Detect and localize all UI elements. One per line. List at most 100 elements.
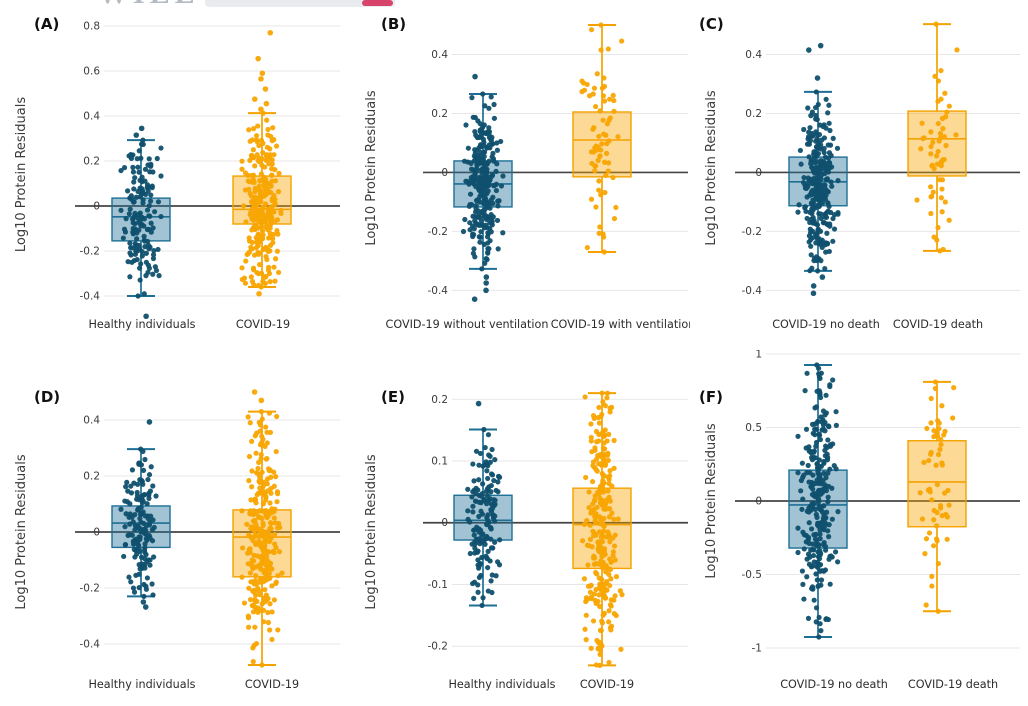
- data-point: [587, 589, 594, 595]
- data-point: [262, 201, 269, 207]
- data-point: [599, 618, 605, 624]
- data-point: [596, 491, 602, 497]
- data-point: [929, 583, 935, 589]
- data-point: [486, 105, 492, 111]
- data-point: [605, 168, 611, 174]
- data-point: [491, 115, 498, 121]
- data-point: [489, 589, 495, 596]
- data-point: [942, 199, 948, 205]
- data-point: [142, 565, 148, 571]
- data-point: [264, 534, 270, 541]
- data-point: [811, 149, 817, 155]
- data-point: [153, 267, 160, 274]
- data-point: [813, 605, 820, 611]
- data-point: [266, 270, 273, 277]
- data-point: [264, 429, 270, 435]
- data-point: [943, 142, 949, 149]
- data-point: [486, 125, 492, 131]
- data-point: [264, 476, 271, 482]
- data-point: [470, 503, 476, 509]
- data-point: [596, 420, 603, 426]
- data-point: [260, 278, 266, 285]
- data-point: [825, 494, 831, 500]
- data-point: [131, 179, 137, 185]
- data-point: [467, 220, 473, 226]
- category-label: COVID-19 with ventilation: [551, 318, 690, 331]
- data-point: [818, 215, 824, 221]
- data-point: [261, 595, 268, 601]
- data-point: [822, 543, 829, 550]
- data-point: [492, 457, 498, 463]
- data-point: [263, 549, 269, 555]
- data-point: [814, 577, 820, 583]
- data-point: [930, 543, 937, 549]
- data-point: [467, 227, 473, 233]
- data-point: [596, 404, 602, 411]
- data-point: [158, 173, 164, 179]
- data-point: [603, 506, 609, 512]
- data-point: [144, 226, 150, 233]
- data-point: [251, 552, 257, 558]
- data-point: [492, 539, 498, 545]
- y-tick-label: 0: [441, 167, 448, 179]
- data-point: [136, 265, 143, 271]
- data-point: [815, 176, 821, 182]
- data-point: [599, 390, 605, 396]
- jitter-points: [579, 22, 625, 255]
- data-point: [269, 138, 275, 144]
- data-point: [823, 176, 829, 183]
- data-point: [148, 464, 154, 470]
- data-point: [477, 450, 484, 457]
- data-point: [798, 488, 804, 494]
- data-point: [465, 516, 471, 522]
- data-point: [271, 219, 278, 225]
- data-point: [929, 163, 935, 169]
- data-point: [260, 140, 266, 146]
- data-point: [127, 206, 133, 212]
- data-point: [500, 230, 506, 236]
- data-point: [928, 420, 934, 426]
- data-point: [256, 459, 262, 466]
- data-point: [813, 571, 819, 577]
- category-label: Healthy individuals: [88, 678, 195, 691]
- data-point: [828, 209, 834, 216]
- y-tick-label: -0.1: [428, 579, 449, 591]
- data-point: [259, 439, 265, 446]
- data-point: [137, 277, 143, 283]
- data-point: [136, 460, 143, 466]
- data-point: [586, 504, 592, 511]
- data-point: [145, 162, 151, 168]
- data-point: [158, 213, 164, 220]
- data-point: [601, 440, 607, 446]
- jitter-points: [118, 125, 164, 320]
- data-point: [477, 175, 483, 182]
- data-point: [944, 536, 950, 542]
- data-point: [490, 156, 496, 162]
- data-point: [125, 188, 131, 194]
- check-for-updates-badge[interactable]: [362, 0, 393, 6]
- data-point: [590, 126, 596, 132]
- data-point: [474, 159, 480, 165]
- data-point: [617, 588, 623, 594]
- data-point: [599, 554, 605, 560]
- data-point: [598, 22, 604, 28]
- data-point: [259, 233, 265, 239]
- data-point: [588, 421, 594, 427]
- data-point: [922, 551, 928, 557]
- data-point: [935, 120, 941, 127]
- data-point: [262, 86, 269, 92]
- data-point: [601, 249, 607, 255]
- data-point: [273, 448, 279, 455]
- data-point: [472, 147, 478, 153]
- data-point: [611, 516, 617, 522]
- data-point: [123, 511, 129, 517]
- data-point: [600, 93, 607, 99]
- data-point: [921, 459, 927, 466]
- data-point: [488, 482, 494, 489]
- data-point: [811, 597, 817, 603]
- data-point: [265, 619, 272, 626]
- data-point: [823, 249, 829, 255]
- data-point: [491, 101, 497, 108]
- data-point: [813, 89, 819, 95]
- data-point: [602, 403, 608, 409]
